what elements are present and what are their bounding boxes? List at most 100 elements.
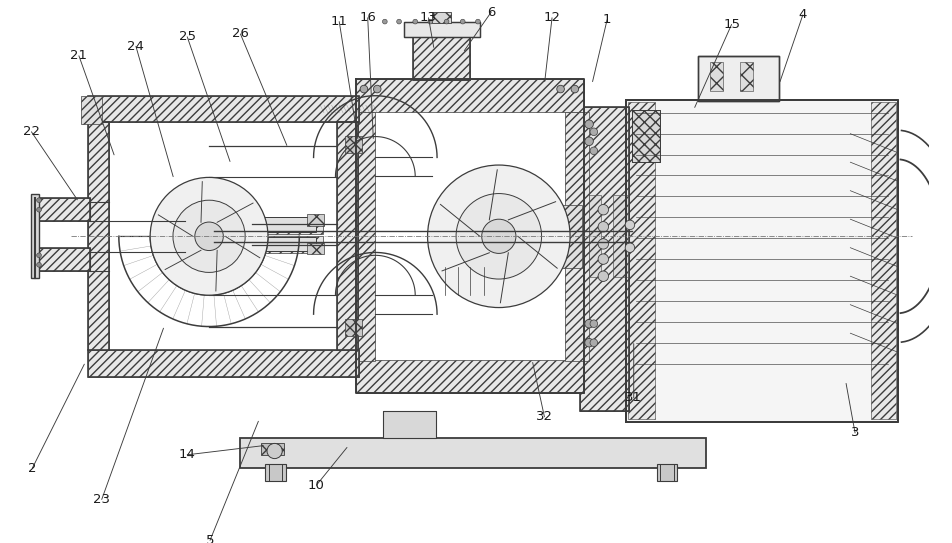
Circle shape (373, 85, 381, 93)
Bar (870, 102, 895, 419)
Text: 15: 15 (723, 18, 740, 31)
Circle shape (598, 222, 608, 232)
Circle shape (150, 178, 268, 295)
Bar (356, 112, 375, 361)
Bar (35, 248, 90, 270)
Bar (656, 464, 677, 482)
Text: 14: 14 (179, 449, 195, 462)
Bar (89, 350, 359, 377)
Bar (249, 217, 316, 231)
Bar (698, 56, 779, 102)
Circle shape (460, 19, 465, 24)
Bar (404, 22, 479, 37)
Bar (740, 62, 753, 91)
Bar (612, 195, 627, 277)
Text: 32: 32 (535, 411, 552, 424)
Circle shape (598, 205, 608, 215)
Bar (383, 411, 436, 438)
Circle shape (625, 220, 634, 230)
Bar (265, 464, 286, 482)
Bar (337, 122, 358, 350)
Text: 2: 2 (29, 462, 36, 475)
Bar (698, 56, 779, 102)
Text: 4: 4 (798, 9, 806, 21)
Circle shape (589, 339, 597, 346)
Bar (404, 22, 479, 37)
Circle shape (585, 338, 593, 347)
Circle shape (456, 193, 541, 279)
Circle shape (360, 85, 367, 93)
Circle shape (598, 239, 608, 249)
Text: 13: 13 (420, 11, 437, 24)
Bar (89, 96, 359, 122)
Bar (709, 62, 723, 91)
Circle shape (585, 319, 593, 328)
Bar (89, 350, 359, 377)
Bar (237, 236, 323, 254)
Circle shape (36, 207, 41, 212)
Bar (553, 205, 582, 268)
Text: 23: 23 (93, 493, 110, 506)
Bar (31, 194, 39, 278)
Bar (631, 110, 660, 162)
Circle shape (585, 137, 593, 146)
Bar (356, 360, 584, 393)
Circle shape (382, 19, 387, 24)
Bar (356, 79, 584, 112)
Bar (89, 96, 359, 122)
Circle shape (36, 253, 41, 258)
Bar (261, 444, 284, 455)
Text: 1: 1 (603, 13, 611, 26)
Bar (89, 122, 109, 350)
Bar (35, 198, 90, 221)
Bar (345, 319, 362, 336)
Circle shape (36, 198, 41, 203)
Bar (413, 34, 470, 79)
Text: 22: 22 (23, 125, 40, 138)
Circle shape (475, 19, 480, 24)
Text: 5: 5 (206, 534, 214, 543)
Circle shape (598, 254, 608, 264)
Text: 24: 24 (128, 40, 144, 53)
Text: 25: 25 (179, 30, 195, 43)
Bar (35, 198, 90, 221)
Bar (584, 195, 601, 277)
Bar (631, 110, 660, 162)
Text: 31: 31 (625, 392, 642, 405)
Bar (35, 248, 90, 270)
Text: 10: 10 (307, 479, 325, 492)
Bar (579, 107, 628, 411)
Circle shape (444, 19, 448, 24)
Circle shape (556, 85, 564, 93)
Bar (432, 12, 451, 23)
Circle shape (481, 219, 515, 254)
Bar (240, 438, 705, 468)
Circle shape (585, 120, 593, 129)
Text: 12: 12 (543, 11, 560, 24)
Bar (345, 136, 362, 153)
Circle shape (427, 19, 432, 24)
Bar (579, 107, 628, 411)
Circle shape (570, 85, 578, 93)
Circle shape (412, 19, 417, 24)
Bar (307, 243, 324, 254)
Bar (627, 102, 654, 419)
Text: 3: 3 (850, 426, 859, 439)
Bar (307, 214, 324, 226)
Bar (249, 237, 316, 250)
Text: 21: 21 (70, 49, 88, 62)
Text: 26: 26 (231, 28, 248, 40)
Text: 11: 11 (330, 15, 347, 28)
Circle shape (172, 200, 245, 273)
Text: 6: 6 (486, 5, 495, 18)
Bar (81, 96, 102, 124)
Circle shape (589, 147, 597, 155)
Circle shape (589, 128, 597, 136)
Circle shape (598, 271, 608, 281)
Circle shape (427, 165, 569, 307)
Polygon shape (383, 411, 436, 438)
Text: 16: 16 (359, 11, 376, 24)
Bar (413, 34, 470, 79)
Circle shape (194, 222, 223, 250)
Bar (565, 112, 588, 361)
